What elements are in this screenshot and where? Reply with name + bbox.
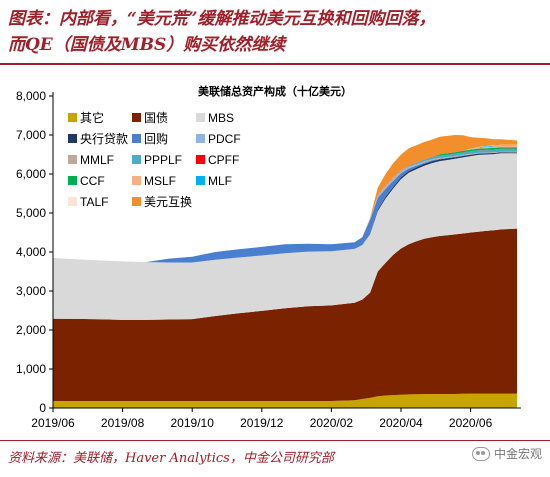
legend-label: PPPLF: [144, 153, 182, 167]
chart-title: 美联储总资产构成（十亿美元）: [198, 84, 352, 98]
legend-swatch: [132, 155, 141, 164]
x-tick-label: 2020/02: [310, 416, 354, 430]
x-tick-label: 2020/04: [379, 416, 423, 430]
legend-swatch: [196, 155, 205, 164]
legend-label: 央行贷款: [80, 132, 128, 146]
legend-label: PDCF: [208, 132, 241, 146]
source-note: 资料来源：美联储，Haver Analytics，中金公司研究部: [8, 451, 334, 466]
y-tick-label: 8,000: [16, 89, 46, 103]
y-tick-label: 3,000: [16, 284, 46, 298]
legend-label: TALF: [80, 195, 108, 209]
watermark: 中金宏观: [471, 445, 542, 462]
legend-label: MLF: [208, 174, 232, 188]
legend-label: CPFF: [208, 153, 239, 167]
legend-swatch: [132, 197, 141, 206]
area-series-group: [53, 135, 517, 408]
page-title-line1: 图表：内部看，“美元荒”缓解推动美元互换和回购回落，: [8, 9, 436, 29]
legend-label: MBS: [208, 111, 234, 125]
x-tick-label: 2019/06: [31, 416, 75, 430]
legend-label: 国债: [144, 111, 168, 125]
legend: 其它 国债 MBS 央行贷款 回购 PDCF MMLF PPPLF CPFF CCF MSLF MLF…: [68, 110, 241, 209]
legend-swatch: [68, 134, 77, 143]
legend-swatch: [68, 113, 77, 122]
legend-label: CCF: [80, 174, 105, 188]
legend-label: MSLF: [144, 174, 176, 188]
y-tick-label: 1,000: [16, 362, 46, 376]
y-tick-label: 2,000: [16, 323, 46, 337]
y-tick-label: 0: [39, 401, 46, 415]
page-title-line2: 而QE（国债及MBS）购买依然继续: [8, 35, 286, 55]
x-tick-label: 2019/08: [101, 416, 145, 430]
legend-swatch: [196, 113, 205, 122]
legend-label: 其它: [80, 110, 104, 125]
area-series-0: [53, 393, 517, 408]
page-title: 图表：内部看，“美元荒”缓解推动美元互换和回购回落， 而QE（国债及MBS）购买…: [8, 6, 544, 58]
area-series-1: [53, 228, 517, 401]
y-tick-label: 5,000: [16, 206, 46, 220]
legend-swatch: [196, 134, 205, 143]
legend-swatch: [132, 134, 141, 143]
header-divider: [0, 63, 550, 65]
legend-swatch: [68, 176, 77, 185]
y-tick-label: 7,000: [16, 128, 46, 142]
wechat-icon: [471, 446, 490, 461]
x-tick-label: 2019/10: [171, 416, 215, 430]
legend-label: MMLF: [80, 153, 114, 167]
chart-area: 0 1,000 2,000 3,000 4,000 5,000 6,000 7,000 8,00…: [16, 84, 521, 430]
watermark-text: 中金宏观: [493, 447, 542, 461]
legend-swatch: [68, 155, 77, 164]
x-tick-label: 2020/06: [449, 416, 493, 430]
legend-swatch: [132, 176, 141, 185]
y-tick-label: 6,000: [16, 167, 46, 181]
y-tick-label: 4,000: [16, 245, 46, 259]
legend-label: 回购: [144, 131, 168, 146]
area-series-13: [53, 135, 517, 263]
x-tick-label: 2019/12: [240, 416, 284, 430]
legend-swatch: [196, 176, 205, 185]
area-series-2: [53, 153, 517, 320]
legend-swatch: [68, 197, 77, 206]
legend-swatch: [132, 113, 141, 122]
axes-group: 0 1,000 2,000 3,000 4,000 5,000 6,000 7,000 8,00…: [16, 89, 521, 430]
legend-label: 美元互换: [144, 195, 192, 209]
footer-divider: [0, 440, 550, 441]
